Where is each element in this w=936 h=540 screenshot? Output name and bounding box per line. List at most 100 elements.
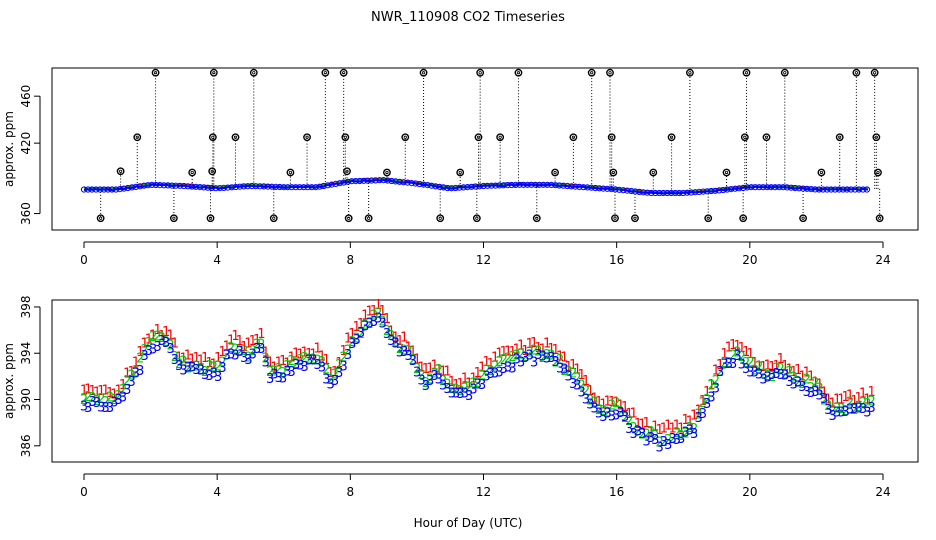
x-tick-label: 0: [80, 485, 88, 499]
series-2-marker: 2: [638, 428, 646, 443]
series-2-marker: 2: [768, 370, 776, 385]
baseline-point: [548, 181, 555, 188]
baseline-point: [300, 184, 307, 191]
series-2-marker: 2: [409, 353, 417, 368]
series-3-marker: 3: [586, 398, 594, 413]
series-3-marker: 3: [530, 355, 538, 370]
series-2-marker: 2: [283, 359, 291, 374]
series-3-marker: 3: [521, 351, 529, 366]
series-3-marker: 3: [192, 363, 200, 378]
spike-point: [344, 214, 353, 223]
baseline-point: [448, 185, 455, 192]
baseline-point: [188, 183, 195, 190]
series-2-marker: 2: [794, 375, 802, 390]
series-3-marker: 3: [768, 368, 776, 383]
series-1-marker: 1: [569, 358, 577, 373]
series-2-marker: 2: [534, 345, 542, 360]
spike-point: [762, 133, 771, 142]
series-3-marker: 3: [474, 378, 482, 393]
series-3-marker: 3: [227, 348, 235, 363]
baseline-point: [344, 178, 351, 185]
baseline-point: [524, 181, 531, 188]
series-3-marker: 3: [197, 364, 205, 379]
series-1-marker: 1: [97, 384, 105, 399]
series-2-marker: 2: [197, 363, 205, 378]
baseline-point: [128, 184, 135, 191]
series-2-marker: 2: [604, 405, 612, 420]
series-2-marker: 2: [166, 339, 174, 354]
series-1-marker: 1: [301, 346, 309, 361]
series-2-marker: 2: [686, 421, 694, 436]
series-2-marker: 2: [84, 390, 92, 405]
series-2-marker: 2: [205, 359, 213, 374]
baseline-point: [116, 186, 124, 193]
baseline-point: [588, 184, 595, 191]
series-1-marker: 1: [729, 338, 737, 353]
spike-point: [474, 133, 483, 142]
baseline-point: [648, 189, 655, 197]
series-3-marker: 3: [582, 392, 590, 407]
series-3-marker: 3: [552, 355, 560, 370]
series-1-marker: 1: [275, 356, 283, 371]
series-2-marker: 2: [694, 408, 702, 423]
series-3-marker: 3: [772, 367, 780, 382]
series-3-marker: 3: [318, 361, 326, 376]
series-3-marker: 3: [296, 358, 304, 373]
spike-point: [607, 133, 616, 142]
baseline-point: [384, 177, 391, 184]
baseline-point: [863, 186, 871, 193]
series-2-marker: 2: [833, 401, 841, 416]
x-tick-label: 8: [347, 253, 355, 267]
baseline-point: [464, 184, 471, 191]
series-2-marker: 2: [591, 396, 599, 411]
series-3-marker: 3: [655, 441, 663, 456]
series-3-marker: 3: [824, 403, 832, 418]
series-2-marker: 2: [586, 394, 594, 409]
baseline-point: [424, 182, 431, 189]
series-2-marker: 2: [179, 355, 187, 370]
spike-point: [514, 68, 523, 77]
series-2-marker: 2: [690, 422, 698, 437]
baseline-point: [472, 183, 479, 190]
series-3-marker: 3: [123, 383, 131, 398]
spike-point: [780, 68, 789, 77]
series-2-marker: 2: [223, 348, 231, 363]
top-plot-frame: [51, 67, 919, 231]
baseline-point: [616, 186, 623, 193]
baseline-point: [636, 188, 643, 195]
series-2-marker: 2: [231, 343, 239, 358]
series-1-marker: 1: [608, 395, 616, 410]
series-2-marker: 2: [106, 391, 114, 406]
series-2-marker: 2: [673, 426, 681, 441]
series-1-marker: 1: [374, 298, 382, 313]
baseline-point: [784, 184, 791, 191]
spike-point-inner: [610, 135, 614, 139]
series-1-marker: 1: [547, 342, 555, 357]
series-1-marker: 1: [868, 385, 876, 400]
series-2-marker: 2: [699, 396, 707, 411]
baseline-point: [432, 183, 439, 190]
baseline-point: [504, 182, 511, 189]
series-2-marker: 2: [253, 338, 261, 353]
series-1-marker: 1: [331, 365, 339, 380]
series-1-marker: 1: [755, 360, 763, 375]
series-1-marker: 1: [288, 351, 296, 366]
baseline-point: [304, 184, 311, 191]
series-2-marker: 2: [145, 336, 153, 351]
series-1-marker: 1: [461, 372, 469, 387]
series-1-marker: 1: [859, 387, 867, 402]
series-3-marker: 3: [694, 411, 702, 426]
spike-point: [532, 214, 541, 223]
series-2-marker: 2: [751, 363, 759, 378]
series-2-marker: 2: [859, 396, 867, 411]
baseline-point: [764, 184, 771, 191]
series-1-marker: 1: [764, 359, 772, 374]
spike-point-inner: [706, 216, 710, 220]
spike-point-inner: [608, 71, 612, 75]
series-3-marker: 3: [231, 349, 239, 364]
series-1-marker: 1: [655, 423, 663, 438]
y-tick-label: 386: [19, 434, 33, 457]
spike-point-inner: [208, 216, 213, 220]
baseline-point: [404, 179, 411, 186]
series-2-marker: 2: [651, 429, 659, 444]
